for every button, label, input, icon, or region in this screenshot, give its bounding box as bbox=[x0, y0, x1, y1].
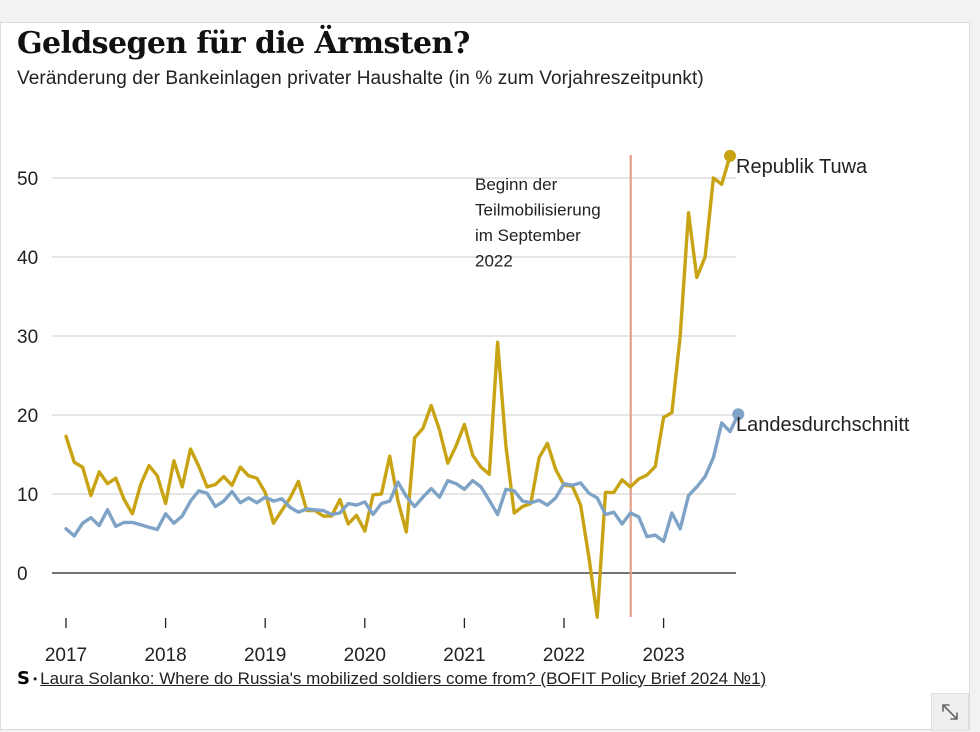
x-tick-label: 2017 bbox=[45, 645, 87, 666]
x-tick-label: 2021 bbox=[443, 645, 485, 666]
x-tick-label: 2020 bbox=[344, 645, 386, 666]
y-tick-label: 20 bbox=[17, 406, 38, 427]
y-tick-label: 0 bbox=[17, 564, 28, 585]
series-label-tuwa: Republik Tuwa bbox=[736, 156, 868, 178]
series-line-average bbox=[64, 412, 740, 544]
annotation-label: 2022 bbox=[475, 252, 513, 271]
source-line: S • Laura Solanko: Where do Russia's mob… bbox=[17, 668, 766, 689]
y-tick-label: 40 bbox=[17, 248, 38, 269]
expand-icon bbox=[942, 704, 958, 720]
chart-subtitle: Veränderung der Bankeinlagen privater Ha… bbox=[17, 68, 704, 89]
annotation-label: im September bbox=[475, 226, 581, 245]
source-bullet: • bbox=[32, 671, 38, 686]
x-tick-label: 2023 bbox=[642, 645, 684, 666]
x-tick-label: 2018 bbox=[144, 645, 186, 666]
chart-title: Geldsegen für die Ärmsten? bbox=[17, 26, 470, 61]
endpoint-average bbox=[732, 408, 745, 421]
source-link[interactable]: Laura Solanko: Where do Russia's mobiliz… bbox=[40, 668, 767, 688]
expand-button[interactable] bbox=[931, 693, 969, 731]
endpoint-tuwa bbox=[724, 149, 736, 162]
series-label-average: Landesdurchschnitt bbox=[736, 414, 910, 436]
series-line-tuwa bbox=[64, 154, 732, 619]
y-tick-label: 30 bbox=[17, 327, 38, 348]
annotation-label: Beginn der bbox=[475, 175, 558, 194]
y-tick-label: 10 bbox=[17, 485, 38, 506]
y-tick-label: 50 bbox=[17, 169, 38, 190]
chart-card bbox=[0, 22, 970, 730]
x-tick-label: 2019 bbox=[244, 645, 286, 666]
publisher-logo: S bbox=[17, 668, 30, 689]
annotation-label: Teilmobilisierung bbox=[475, 201, 601, 220]
x-tick-label: 2022 bbox=[543, 645, 585, 666]
